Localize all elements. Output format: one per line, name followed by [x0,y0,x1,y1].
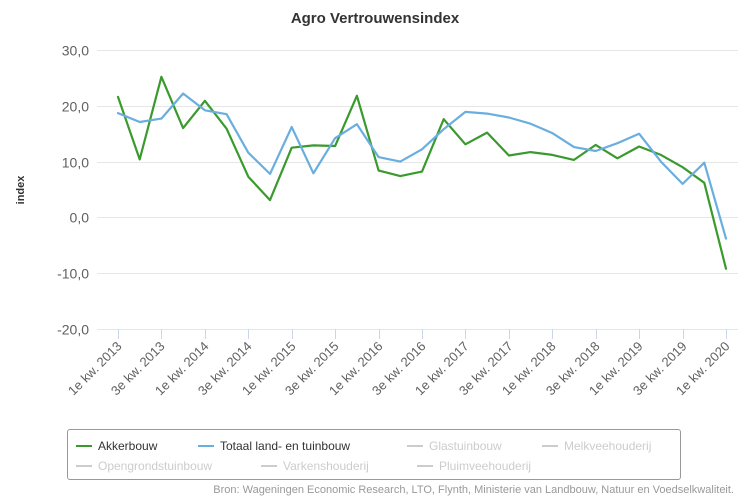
legend-swatch-melkveehouderij [542,445,558,447]
legend-label: Totaal land- en tuinbouw [220,439,351,453]
legend-item-melkveehouderij[interactable]: Melkveehouderij [542,437,651,455]
legend-swatch-totaal [198,445,214,447]
y-axis-ticks: 30,0 20,0 10,0 0,0 -10,0 -20,0 [57,43,89,338]
legend-item-pluimveehouderij[interactable]: Pluimveehouderij [417,457,531,475]
legend-label: Opengrondstuinbouw [98,459,213,473]
legend-label: Pluimveehouderij [439,459,532,473]
legend-item-opengrondstuinbouw[interactable]: Opengrondstuinbouw [76,457,212,475]
line-chart: Agro Vertrouwensindex index 30,0 20,0 10,0… [15,10,738,398]
legend-swatch-pluimveehouderij [417,465,433,467]
y-tick-label: -10,0 [57,266,89,282]
series-lines [116,75,728,270]
legend: Akkerbouw Totaal land- en tuinbouw Glast… [67,429,681,480]
y-axis-label: index [15,175,27,205]
y-tick-label: 0,0 [70,210,90,226]
legend-label: Akkerbouw [98,439,158,453]
y-tick-label: 20,0 [62,99,89,115]
y-tick-label: 10,0 [62,155,89,171]
legend-swatch-varkenshouderij [261,465,277,467]
legend-swatch-glastuinbouw [407,445,423,447]
y-tick-label: -20,0 [57,322,89,338]
series-line-akkerbouw [116,75,728,270]
y-tick-label: 30,0 [62,43,89,59]
legend-label: Varkenshouderij [283,459,369,473]
series-line-totaal-land-en-tuinbouw [116,92,728,240]
grid-lines [97,50,738,330]
legend-item-glastuinbouw[interactable]: Glastuinbouw [407,437,502,455]
legend-item-varkenshouderij[interactable]: Varkenshouderij [261,457,369,475]
source-credit: Bron: Wageningen Economic Research, LTO,… [213,484,734,496]
legend-item-totaal[interactable]: Totaal land- en tuinbouw [198,437,350,455]
legend-item-akkerbouw[interactable]: Akkerbouw [76,437,157,455]
legend-swatch-akkerbouw [76,445,92,447]
chart-title: Agro Vertrouwensindex [291,10,460,27]
legend-swatch-opengrondstuinbouw [76,465,92,467]
legend-label: Melkveehouderij [564,439,652,453]
legend-label: Glastuinbouw [429,439,502,453]
